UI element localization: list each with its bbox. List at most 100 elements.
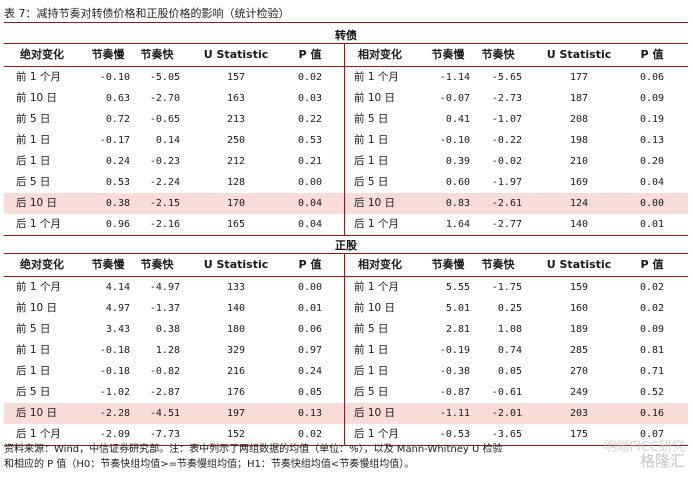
row-label: 前 1 日 [16, 134, 51, 146]
row-label: 后 5 日 [354, 386, 389, 398]
header-cell: 绝对变化 [20, 258, 64, 271]
value-cell: -2.09 [99, 429, 130, 440]
value-cell: 0.00 [297, 177, 323, 188]
table-row: 前 10 日 4.97 -1.37 140 0.01 前 10 日 5.01 0.25 160 0… [4, 298, 688, 319]
value-cell: -5.05 [149, 72, 180, 83]
row-label: 后 10 日 [16, 197, 58, 209]
value-cell: 1.08 [497, 324, 522, 335]
value-cell: 0.09 [639, 93, 665, 104]
value-cell: 0.06 [297, 324, 323, 335]
value-cell: 0.13 [297, 408, 323, 419]
value-cell: 0.07 [639, 429, 665, 440]
row-label: 后 10 日 [16, 407, 58, 419]
value-cell: 0.04 [297, 219, 323, 230]
value-cell: 250 [226, 135, 246, 146]
value-cell: 0.05 [297, 387, 323, 398]
value-cell: -2.73 [491, 93, 522, 104]
row-label: 后 1 个月 [16, 428, 61, 440]
value-cell: -1.07 [491, 114, 522, 125]
value-cell: 0.00 [639, 198, 665, 209]
value-cell: 0.19 [639, 114, 665, 125]
value-cell: 216 [226, 366, 246, 377]
value-cell: 0.52 [639, 387, 665, 398]
value-cell: 0.38 [105, 198, 130, 209]
value-cell: 140 [226, 303, 246, 314]
header-cell: 节奏快 [140, 258, 174, 271]
value-cell: -2.61 [491, 198, 522, 209]
value-cell: -0.02 [491, 156, 522, 167]
row-label: 前 5 日 [354, 323, 389, 335]
value-cell: -1.14 [439, 72, 470, 83]
table-row: 后 10 日 0.38 -2.15 170 0.04 后 10 日 0.83 -2.61 124… [4, 193, 688, 214]
table-row: 前 10 日 0.63 -2.70 163 0.03 前 10 日 -0.07 -2.73 18… [4, 88, 688, 109]
header-cell: 节奏慢 [91, 258, 125, 271]
table-row: 后 1 个月 -2.09 -7.73 152 0.02 后 1 个月 -0.53 -3.65 1… [4, 424, 688, 445]
value-cell: 157 [226, 72, 246, 83]
row-label: 前 1 日 [354, 134, 389, 146]
value-cell: 189 [569, 324, 589, 335]
value-cell: 0.24 [105, 156, 130, 167]
value-cell: 0.63 [105, 93, 130, 104]
header-cell: 相对变化 [358, 258, 402, 271]
table-row: 前 1 个月 4.14 -4.97 133 0.00 前 1 个月 5.55 -1.75 159… [4, 277, 688, 298]
value-cell: -0.22 [491, 135, 522, 146]
row-label: 后 1 日 [16, 365, 51, 377]
header-cell: 节奏快 [481, 48, 515, 61]
section-title-rule [4, 43, 688, 44]
value-cell: 170 [226, 198, 246, 209]
value-cell: -2.70 [149, 93, 180, 104]
value-cell: 180 [226, 324, 246, 335]
value-cell: 203 [569, 408, 589, 419]
header-cell: U Statistic [546, 48, 612, 61]
value-cell: 4.97 [105, 303, 130, 314]
value-cell: -0.82 [149, 366, 180, 377]
value-cell: -1.75 [491, 282, 522, 293]
watermark-logo: 格隆汇 [639, 452, 685, 470]
value-cell: 163 [226, 93, 246, 104]
value-cell: 0.38 [155, 324, 180, 335]
value-cell: 1.28 [155, 345, 180, 356]
value-cell: 0.01 [639, 219, 665, 230]
value-cell: 140 [569, 219, 589, 230]
value-cell: 160 [569, 303, 589, 314]
row-label: 后 1 日 [354, 365, 389, 377]
value-cell: 0.53 [105, 177, 130, 188]
table-row: 后 1 个月 0.96 -2.16 165 0.04 后 1 个月 1.64 -2.77 140… [4, 214, 688, 235]
header-cell: 绝对变化 [20, 48, 64, 61]
value-cell: 0.13 [639, 135, 665, 146]
value-cell: 0.74 [497, 345, 522, 356]
value-cell: 177 [569, 72, 589, 83]
value-cell: 208 [569, 114, 589, 125]
value-cell: -0.53 [439, 429, 470, 440]
table-row: 后 1 日 -0.18 -0.82 216 0.24 后 1 日 -0.38 0.05 270 0… [4, 361, 688, 382]
value-cell: -2.01 [491, 408, 522, 419]
row-label: 前 5 日 [16, 113, 51, 125]
value-cell: -4.97 [149, 282, 180, 293]
header-cell: 节奏慢 [91, 48, 125, 61]
value-cell: 197 [226, 408, 246, 419]
column-divider [344, 254, 345, 445]
row-label: 后 1 个月 [354, 218, 399, 230]
table-row: 前 5 日 3.43 0.38 180 0.06 前 5 日 2.81 1.08 189 0.09 [4, 319, 688, 340]
value-cell: 0.41 [445, 114, 470, 125]
source-note-line-2: 和相应的 P 值（H0：节奏快组均值>=节奏慢组均值；H1：节奏快组均值<节奏慢… [4, 459, 415, 470]
value-cell: 1.64 [445, 219, 470, 230]
header-rule [4, 66, 688, 67]
value-cell: -0.17 [99, 135, 130, 146]
value-cell: 159 [569, 282, 589, 293]
header-cell: 节奏快 [140, 48, 174, 61]
header-cell: P 值 [298, 48, 322, 61]
value-cell: 169 [569, 177, 589, 188]
table-row: 后 5 日 0.53 -2.24 128 0.00 后 5 日 0.60 -1.97 169 0.… [4, 172, 688, 193]
value-cell: 0.20 [639, 156, 665, 167]
header-cell: U Statistic [546, 258, 612, 271]
value-cell: 0.25 [497, 303, 522, 314]
header-cell: 节奏快 [481, 258, 515, 271]
row-label: 前 10 日 [16, 302, 58, 314]
value-cell: 0.01 [297, 303, 323, 314]
header-cell: 节奏慢 [431, 258, 465, 271]
table-row: 后 5 日 -1.02 -2.87 176 0.05 后 5 日 -0.87 -0.61 249… [4, 382, 688, 403]
value-cell: -0.18 [99, 345, 130, 356]
value-cell: 133 [226, 282, 246, 293]
value-cell: -1.97 [491, 177, 522, 188]
